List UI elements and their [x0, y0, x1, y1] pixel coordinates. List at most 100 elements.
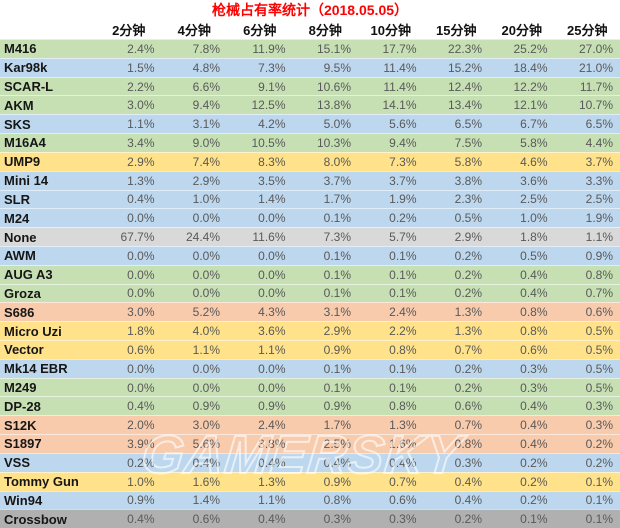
value-cell: 3.8% — [454, 173, 482, 188]
value-cell: 0.7% — [585, 286, 613, 301]
value-cell: 0.8% — [454, 436, 482, 451]
weapon-name: M16A4 — [4, 135, 46, 151]
value-cell: 0.8% — [389, 342, 417, 357]
value-cell: 0.1% — [323, 248, 351, 263]
table-row: Mk14 EBR 0.0% 0.0% 0.0% 0.1% 0.1% 0.2% 0.3% 0.5% — [0, 358, 620, 378]
value-cell: 1.8% — [520, 230, 548, 245]
value-cell: 7.5% — [454, 135, 482, 150]
value-cell: 0.9% — [323, 474, 351, 489]
value-cell: 7.8% — [192, 41, 220, 56]
value-cell: 3.9% — [127, 436, 155, 451]
value-cell: 7.3% — [258, 60, 286, 75]
value-cell: 11.9% — [252, 41, 286, 56]
value-cell: 7.3% — [323, 230, 351, 245]
value-cell: 6.6% — [192, 79, 220, 94]
weapon-name: S1897 — [4, 436, 42, 452]
value-cell: 5.7% — [389, 230, 417, 245]
value-cell: 12.2% — [513, 79, 548, 94]
weapon-name: Win94 — [4, 492, 43, 508]
table-row: None 67.7% 24.4% 11.6% 7.3% 5.7% 2.9% 1.8% 1.1% — [0, 227, 620, 246]
value-cell: 9.5% — [323, 60, 351, 75]
value-cell: 3.6% — [520, 173, 548, 188]
table-row: Mini 14 1.3% 2.9% 3.5% 3.7% 3.7% 3.8% 3.6% 3.3% — [0, 170, 620, 190]
value-cell: 0.4% — [389, 455, 417, 470]
value-cell: 0.0% — [127, 361, 155, 376]
value-cell: 0.2% — [585, 436, 613, 451]
value-cell: 0.1% — [323, 286, 351, 301]
weapon-name: AKM — [4, 97, 34, 113]
value-cell: 0.7% — [454, 342, 482, 357]
value-cell: 9.0% — [192, 135, 220, 150]
table-row: S12K 2.0% 3.0% 2.4% 1.7% 1.3% 0.7% 0.4% 0.3% — [0, 415, 620, 435]
weapon-name: M24 — [4, 210, 30, 226]
value-cell: 1.3% — [127, 173, 155, 188]
value-cell: 0.2% — [454, 512, 482, 527]
value-cell: 0.4% — [520, 418, 548, 433]
value-cell: 7.4% — [192, 154, 220, 169]
value-cell: 0.6% — [520, 342, 548, 357]
value-cell: 3.7% — [585, 154, 613, 169]
value-cell: 0.6% — [192, 512, 220, 527]
value-cell: 3.8% — [258, 436, 286, 451]
weapon-name: UMP9 — [4, 154, 41, 170]
value-cell: 3.0% — [127, 98, 155, 113]
value-cell: 11.4% — [383, 79, 417, 94]
value-cell: 17.7% — [382, 41, 417, 56]
value-cell: 0.0% — [192, 267, 220, 282]
value-cell: 0.6% — [127, 342, 155, 357]
value-cell: 3.1% — [323, 305, 351, 320]
value-cell: 0.4% — [520, 436, 548, 451]
value-cell: 1.1% — [258, 342, 286, 357]
value-cell: 2.3% — [454, 192, 482, 207]
value-cell: 1.4% — [192, 493, 220, 508]
value-cell: 2.4% — [258, 418, 286, 433]
value-cell: 6.7% — [520, 117, 548, 132]
value-cell: 0.0% — [258, 248, 286, 263]
value-cell: 0.2% — [585, 455, 613, 470]
value-cell: 22.3% — [447, 41, 482, 56]
value-cell: 0.3% — [585, 418, 613, 433]
value-cell: 1.5% — [127, 60, 155, 75]
value-cell: 5.6% — [389, 117, 417, 132]
value-cell: 0.9% — [258, 399, 286, 414]
value-cell: 0.1% — [389, 361, 417, 376]
value-cell: 0.2% — [454, 248, 482, 263]
value-cell: 3.1% — [192, 117, 220, 132]
value-cell: 0.8% — [520, 305, 548, 320]
value-cell: 0.2% — [520, 474, 548, 489]
value-cell: 0.4% — [127, 192, 155, 207]
value-cell: 0.0% — [258, 361, 286, 376]
value-cell: 0.4% — [258, 512, 286, 527]
value-cell: 0.1% — [389, 248, 417, 263]
value-cell: 0.8% — [389, 399, 417, 414]
value-cell: 2.9% — [454, 230, 482, 245]
value-cell: 1.4% — [258, 192, 286, 207]
value-cell: 0.1% — [585, 493, 613, 508]
value-cell: 0.0% — [192, 361, 220, 376]
value-cell: 2.5% — [520, 192, 548, 207]
value-cell: 0.1% — [323, 211, 351, 226]
value-cell: 1.3% — [258, 474, 286, 489]
value-cell: 0.5% — [585, 380, 613, 395]
weapon-name: S12K — [4, 417, 37, 433]
value-cell: 3.0% — [192, 418, 220, 433]
value-cell: 0.9% — [585, 248, 613, 263]
value-cell: 10.5% — [251, 135, 286, 150]
value-cell: 2.4% — [127, 41, 155, 56]
value-cell: 0.4% — [454, 493, 482, 508]
column-header: 8分钟 — [308, 23, 342, 38]
column-header-row: 2分钟 4分钟 6分钟 8分钟 10分钟 15分钟 20分钟 25分钟 — [0, 20, 620, 39]
value-cell: 1.3% — [454, 324, 482, 339]
value-cell: 6.5% — [454, 117, 482, 132]
value-cell: 8.0% — [323, 154, 351, 169]
value-cell: 2.5% — [585, 192, 613, 207]
value-cell: 0.4% — [454, 474, 482, 489]
value-cell: 0.2% — [454, 380, 482, 395]
value-cell: 4.4% — [585, 135, 613, 150]
value-cell: 5.2% — [192, 305, 220, 320]
value-cell: 0.0% — [258, 267, 286, 282]
value-cell: 0.8% — [520, 324, 548, 339]
value-cell: 21.0% — [578, 60, 613, 75]
table-body: M416 2.4% 7.8% 11.9% 15.1% 17.7% 22.3% 25.2% 27.… — [0, 39, 620, 528]
